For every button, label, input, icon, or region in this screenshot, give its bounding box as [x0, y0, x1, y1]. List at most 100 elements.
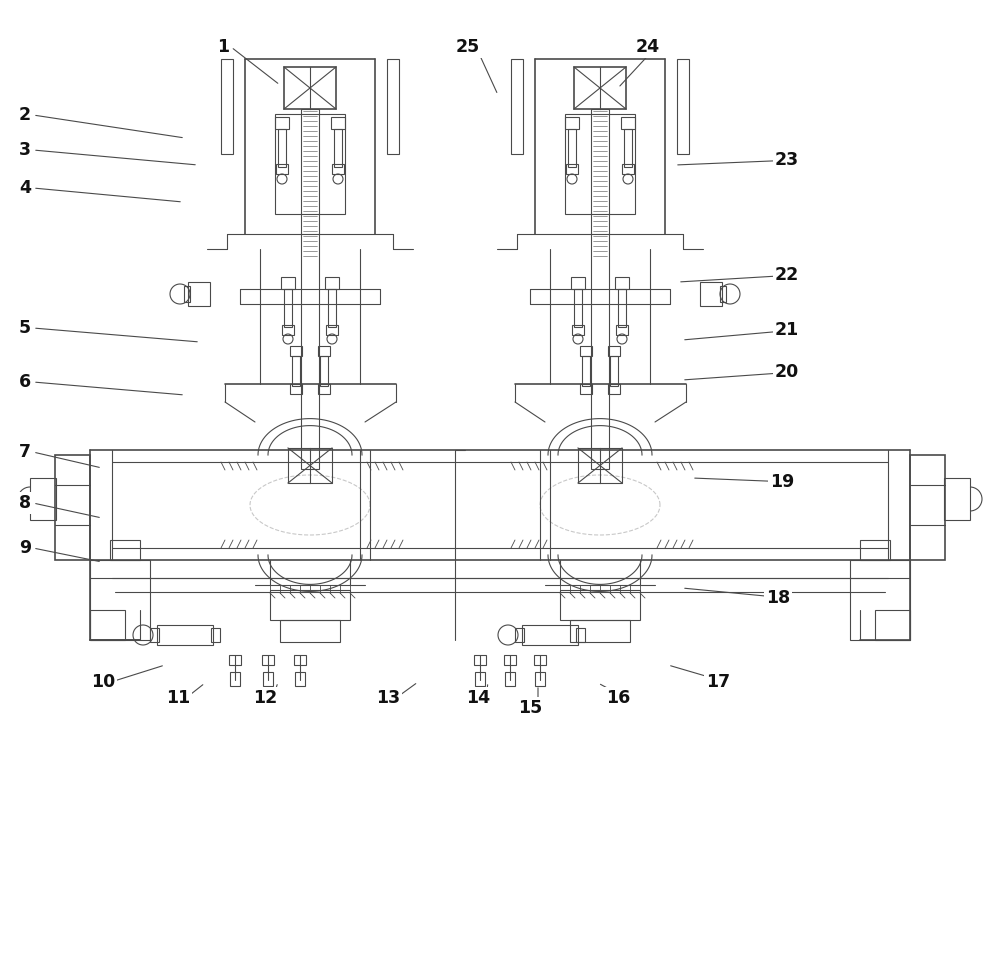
Bar — [211, 628, 220, 642]
Bar — [90, 610, 125, 640]
Bar — [275, 117, 289, 129]
Bar — [320, 356, 328, 386]
Bar — [624, 129, 632, 167]
Bar — [534, 655, 546, 665]
Bar — [621, 117, 635, 129]
Text: 18: 18 — [766, 589, 790, 607]
Bar — [850, 560, 910, 640]
Bar — [275, 114, 345, 214]
Text: 5: 5 — [19, 319, 31, 337]
Bar — [580, 384, 592, 394]
Bar — [511, 59, 523, 154]
Text: 20: 20 — [775, 363, 799, 381]
Bar — [295, 672, 305, 686]
Bar — [615, 277, 629, 289]
Bar — [860, 540, 890, 560]
Bar — [571, 277, 585, 289]
Text: 4: 4 — [19, 179, 31, 197]
Bar — [944, 478, 970, 520]
Text: 6: 6 — [19, 373, 31, 391]
Bar — [294, 655, 306, 665]
Bar — [326, 325, 338, 335]
Bar — [565, 114, 635, 214]
Text: 17: 17 — [706, 673, 730, 691]
Bar — [618, 289, 626, 327]
Text: 7: 7 — [19, 443, 31, 461]
Bar — [290, 346, 302, 356]
Text: 21: 21 — [775, 321, 799, 339]
Bar — [591, 109, 609, 469]
Bar — [574, 289, 582, 327]
Bar — [720, 286, 726, 302]
Text: 25: 25 — [456, 38, 480, 56]
Bar — [700, 282, 722, 306]
Bar — [578, 448, 622, 483]
Bar — [574, 67, 626, 109]
Bar — [221, 59, 233, 154]
Bar — [318, 384, 330, 394]
Bar — [331, 117, 345, 129]
Text: 10: 10 — [91, 673, 115, 691]
Bar — [188, 282, 210, 306]
Bar — [280, 620, 340, 642]
Bar — [332, 164, 344, 174]
Bar — [318, 346, 330, 356]
Bar — [505, 672, 515, 686]
Bar — [281, 277, 295, 289]
Bar — [474, 655, 486, 665]
Text: 12: 12 — [253, 689, 277, 707]
Bar — [910, 455, 945, 560]
Bar — [110, 540, 140, 560]
Bar — [270, 590, 350, 620]
Text: 9: 9 — [19, 539, 31, 557]
Bar — [150, 628, 159, 642]
Bar — [276, 164, 288, 174]
Bar — [282, 325, 294, 335]
Bar — [580, 346, 592, 356]
Bar — [875, 610, 910, 640]
Text: 2: 2 — [19, 106, 31, 124]
Bar — [560, 590, 640, 620]
Bar — [328, 289, 336, 327]
Bar — [610, 356, 618, 386]
Bar — [290, 384, 302, 394]
Bar — [576, 628, 585, 642]
Bar — [263, 672, 273, 686]
Bar — [572, 325, 584, 335]
Bar — [475, 672, 485, 686]
Text: 22: 22 — [775, 266, 799, 284]
Bar — [570, 620, 630, 642]
Bar — [677, 59, 689, 154]
Text: 19: 19 — [770, 473, 794, 491]
Bar — [55, 455, 90, 560]
Text: 15: 15 — [518, 699, 542, 717]
Bar — [608, 384, 620, 394]
Bar — [522, 625, 578, 645]
Bar — [230, 672, 240, 686]
Text: 8: 8 — [19, 494, 31, 512]
Bar — [284, 289, 292, 327]
Bar — [622, 164, 634, 174]
Bar — [262, 655, 274, 665]
Bar — [184, 286, 190, 302]
Bar — [229, 655, 241, 665]
Bar — [90, 560, 150, 640]
Bar — [284, 67, 336, 109]
Bar — [325, 277, 339, 289]
Bar — [568, 129, 576, 167]
Text: 3: 3 — [19, 141, 31, 159]
Bar — [504, 655, 516, 665]
Bar — [288, 448, 332, 483]
Bar — [157, 625, 213, 645]
Bar — [30, 478, 56, 520]
Bar — [566, 164, 578, 174]
Bar — [292, 356, 300, 386]
Text: 23: 23 — [775, 151, 799, 169]
Bar — [515, 628, 524, 642]
Bar — [334, 129, 342, 167]
Bar — [278, 129, 286, 167]
Bar — [535, 672, 545, 686]
Bar — [608, 346, 620, 356]
Text: 24: 24 — [636, 38, 660, 56]
Bar — [301, 109, 319, 469]
